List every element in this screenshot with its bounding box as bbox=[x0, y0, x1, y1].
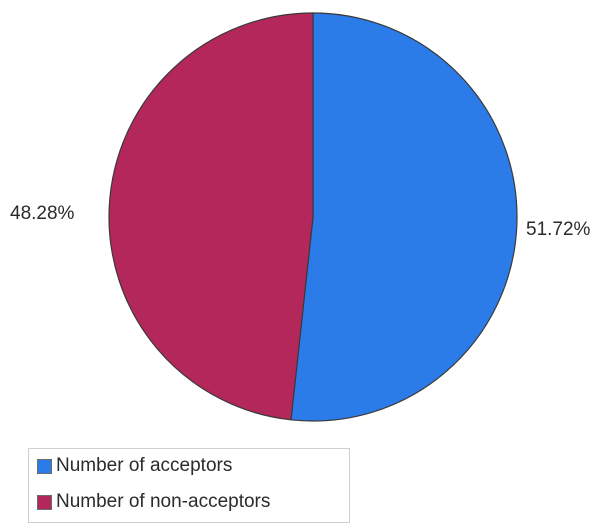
slice-value-label-acceptors: 51.72% bbox=[526, 219, 591, 240]
legend-label-acceptors: Number of acceptors bbox=[56, 455, 233, 476]
legend-swatch-acceptors bbox=[37, 458, 52, 474]
pie-slice-non-acceptors bbox=[108, 12, 314, 421]
legend-item-non-acceptors: Number of non-acceptors bbox=[37, 491, 270, 513]
chart-legend: Number of acceptors Number of non-accept… bbox=[28, 448, 350, 523]
pie-slices bbox=[108, 12, 518, 422]
legend-swatch-non-acceptors bbox=[37, 494, 52, 510]
legend-label-non-acceptors: Number of non-acceptors bbox=[56, 491, 271, 512]
slice-value-label-non-acceptors: 48.28% bbox=[10, 203, 75, 224]
legend-item-acceptors: Number of acceptors bbox=[37, 455, 232, 477]
pie-slice-acceptors bbox=[290, 12, 518, 422]
